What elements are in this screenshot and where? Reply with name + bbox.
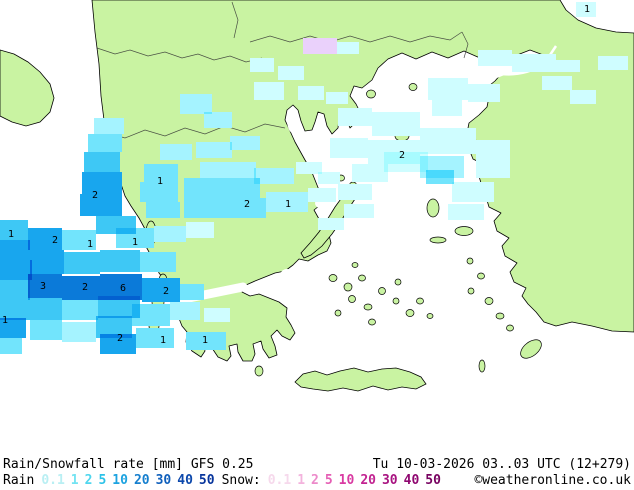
snow-scale-value: 1	[297, 473, 306, 488]
italy-coastline	[0, 49, 55, 127]
copyright: ©weatheronline.co.uk	[474, 473, 631, 488]
snow-scale-value: 10	[338, 473, 355, 488]
snow-scale-value: 0.1	[267, 473, 292, 488]
snow-scale-value: 20	[360, 473, 376, 488]
crete-island	[294, 367, 427, 392]
snow-scale-value: 30	[381, 473, 398, 488]
rain-scale-value: 10	[112, 473, 128, 488]
rain-scale-value: 20	[133, 473, 150, 488]
snow-scale-value: 50	[425, 473, 441, 488]
footer-row-2: Rain 0.1 1 2 5 10 20 30 40 50 Snow: 0.1 1 2 5 10 20 30…	[0, 472, 634, 488]
footer: Rain/Snowfall rate [mm] GFS 0.25 Tu 10-0…	[0, 455, 634, 490]
rain-scale-value: 5	[98, 473, 107, 488]
basemap	[0, 0, 634, 392]
valid-time: Tu 10-03-2026 03..03 UTC (12+279)	[372, 457, 631, 472]
rain-scale-value: 2	[84, 473, 93, 488]
country-borders	[96, 1, 469, 139]
rain-scale-value: 50	[198, 473, 215, 488]
snow-scale-value: 5	[324, 473, 333, 488]
rain-scale-value: 0.1	[41, 473, 65, 488]
snow-label: Snow:	[221, 473, 261, 488]
snow-scale: 0.1 1 2 5 10 20 30 40 50	[268, 473, 441, 488]
rain-scale: 0.1 1 2 5 10 20 30 40 50	[41, 473, 214, 488]
product-title: Rain/Snowfall rate [mm] GFS 0.25	[3, 457, 254, 472]
dardanelles-strait	[487, 70, 509, 82]
footer-row-1: Rain/Snowfall rate [mm] GFS 0.25 Tu 10-0…	[0, 455, 634, 472]
rain-scale-value: 30	[155, 473, 172, 488]
rain-scale-value: 40	[177, 473, 193, 488]
snow-scale-value: 2	[311, 473, 319, 488]
rain-scale-value: 1	[70, 473, 79, 488]
rain-label: Rain	[3, 473, 35, 488]
snow-scale-value: 40	[403, 473, 420, 488]
